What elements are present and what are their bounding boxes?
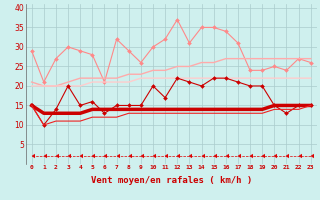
X-axis label: Vent moyen/en rafales ( km/h ): Vent moyen/en rafales ( km/h ) xyxy=(91,176,252,185)
